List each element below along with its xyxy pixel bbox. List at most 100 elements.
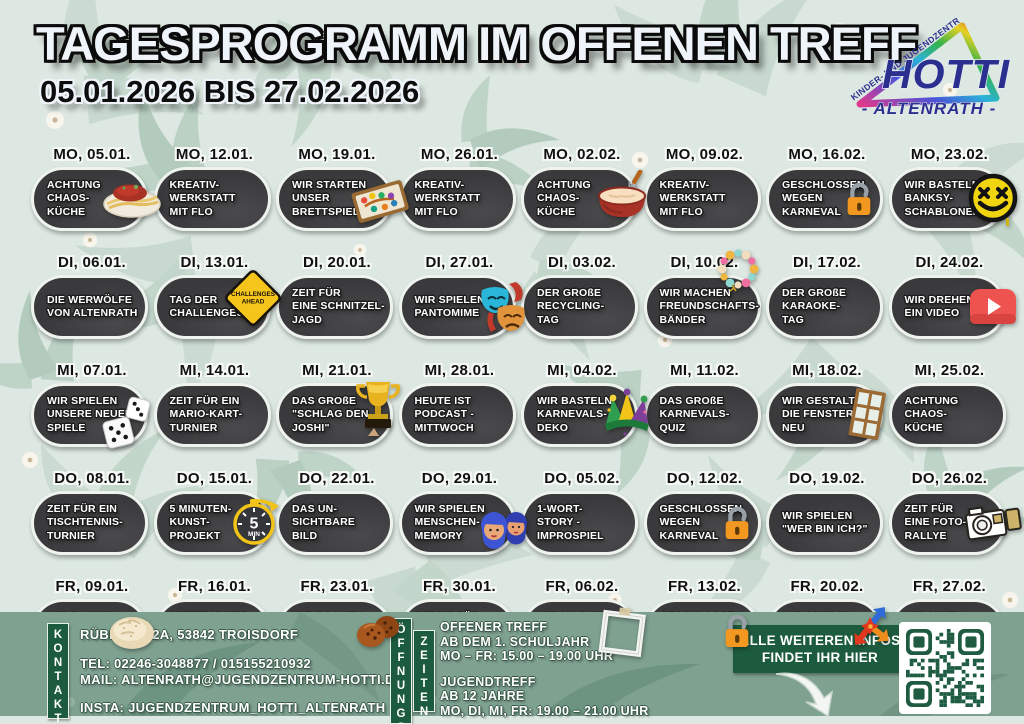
activity-text: DIE WERWÖLFE VON ALTENRATH	[34, 294, 143, 321]
activity-text: WIR SPIELEN PANTOMIME	[402, 294, 491, 321]
svg-text:AHEAD: AHEAD	[241, 298, 264, 305]
oeffnungs-label: ÖFFNUNGS	[390, 618, 412, 724]
activity-line: 1-WORT-	[537, 502, 583, 515]
activity-text: WIR MACHEN FREUNDSCHAFTS- BÄNDER	[647, 287, 766, 328]
activity-line: EIN VIDEO	[904, 307, 960, 319]
cell-date: FR, 16.01.	[177, 578, 252, 595]
program-cell: MO, 12.01. KREATIV- WERKSTATT MIT FLO	[153, 146, 276, 231]
activity-line: MIT FLO	[659, 205, 703, 218]
cell-date: MO, 26.01.	[420, 146, 499, 163]
cell-date: FR, 30.01.	[422, 578, 497, 595]
activity-bubble: WIR DREHEN EIN VIDEO	[888, 275, 1016, 339]
logo-name: HOTTI	[882, 51, 1011, 97]
activity-line: IMPROSPIEL	[537, 529, 604, 542]
activity-line: RECYCLING-	[537, 300, 605, 313]
cell-date: DI, 20.01.	[302, 254, 372, 271]
program-cell: DO, 12.02. GESCHLOSSEN WEGEN KARNEVAL	[643, 470, 766, 555]
activity-line: WIR SPIELEN	[47, 394, 118, 407]
cell-date: FR, 09.01.	[55, 578, 129, 595]
kontakt-label: KONTAKT	[47, 623, 69, 724]
activity-line: RALLYE	[904, 529, 947, 542]
activity-line: WERKSTATT	[659, 192, 726, 205]
program-cell: MO, 05.01. ACHTUNG CHAOS- KÜCHE	[31, 146, 161, 231]
hotti-logo: KINDER- UND JUGENDZENTRUM HOTTI - ALTENR…	[844, 10, 1011, 119]
activity-line: PODCAST -	[414, 408, 475, 421]
cell-date: DO, 15.01.	[176, 470, 253, 487]
activity-bubble: WIR GESTALTEN DIE FENSTER NEU	[766, 383, 886, 447]
cell-date: DI, 17.02.	[792, 254, 862, 271]
activity-line: TURNIER	[169, 421, 218, 434]
activity-line: GESCHLOSSEN	[782, 178, 865, 191]
youth-meet-hours: JUGENDTREFF AB 12 JAHRE MO, DI, MI, FR: …	[440, 675, 649, 719]
activity-text: ZEIT FÜR EIN TISCHTENNIS- TURNIER	[34, 503, 129, 544]
cell-date: MI, 18.02.	[792, 362, 862, 379]
activity-text: KREATIV- WERKSTATT MIT FLO	[157, 179, 242, 220]
activity-line: ACHTUNG	[537, 178, 591, 191]
info-badge-line: FINDET IHR HIER	[761, 650, 879, 665]
activity-line: STORY -	[537, 516, 581, 529]
activity-text: ZEIT FÜR EINE FOTO- RALLYE	[892, 503, 973, 544]
cell-date: MI, 21.01.	[302, 362, 372, 379]
activity-text: ACHTUNG CHAOS- KÜCHE	[524, 179, 597, 220]
cell-date: MO, 12.01.	[175, 146, 254, 163]
activity-text: KREATIV- WERKSTATT MIT FLO	[647, 179, 732, 220]
activity-line: ACHTUNG	[47, 178, 101, 191]
activity-bubble: WIR BASTELN KARNEVALS- DEKO	[521, 383, 649, 447]
activity-line: WIR BASTELN	[537, 394, 613, 407]
program-cell: DO, 29.01. WIR SPIELEN MENSCHEN- MEMORY	[398, 470, 527, 555]
activity-line: KREATIV-	[659, 178, 710, 191]
cell-date: DO, 12.02.	[666, 470, 743, 487]
activity-line: ZEIT FÜR EIN	[47, 502, 118, 515]
date-range: 05.01.2026 BIS 27.02.2026	[40, 74, 420, 109]
spaghetti-icon	[101, 176, 163, 222]
activity-text: 1-WORT- STORY - IMPROSPIEL	[524, 503, 610, 544]
program-cell: MO, 09.02. KREATIV- WERKSTATT MIT FLO	[643, 146, 766, 231]
activity-text: WIR DREHEN EIN VIDEO	[892, 294, 981, 321]
program-cell: DI, 27.01. WIR SPIELEN PANTOMIME	[398, 254, 525, 339]
program-cell: MI, 18.02. WIR GESTALTEN DIE FENSTER NEU	[766, 362, 888, 447]
logo-subtitle: - ALTENRATH -	[862, 99, 997, 118]
activity-line: WEGEN	[782, 192, 823, 205]
activity-line: JAGD	[292, 313, 322, 326]
activity-text: WIR BASTELN BANKSY- SCHABLONEN	[892, 179, 987, 220]
activity-bubble: HEUTE IST PODCAST - MITTWOCH	[398, 383, 516, 447]
cell-date: MI, 07.01.	[57, 362, 127, 379]
activity-bubble: KREATIV- WERKSTATT MIT FLO	[153, 167, 271, 231]
lock-icon	[720, 612, 754, 650]
activity-line: KARNEVALS-	[537, 408, 608, 421]
activity-line: ZEIT FÜR EIN	[169, 394, 240, 407]
activity-line: ZEIT FÜR	[292, 286, 341, 299]
program-cell: MO, 16.02. GESCHLOSSEN WEGEN KARNEVAL	[766, 146, 888, 231]
activity-line: WIR STARTEN	[292, 178, 367, 191]
activity-line: CHAOS-	[47, 192, 90, 205]
program-cell: DO, 19.02. WIR SPIELEN "WER BIN ICH?"	[766, 470, 888, 555]
activity-line: EINE SCHNITZEL-	[292, 300, 385, 313]
activity-line: WIR BASTELN	[904, 178, 980, 191]
program-cell: MO, 19.01. WIR STARTEN UNSER BRETTSPIEL	[276, 146, 409, 231]
program-cell: DI, 03.02. DER GROßE RECYCLING- TAG	[521, 254, 643, 339]
activity-line: MEMORY	[414, 529, 463, 542]
bowl-icon	[595, 169, 649, 222]
play-icon	[967, 284, 1019, 330]
svg-text:MIN: MIN	[248, 531, 260, 538]
cell-date: MO, 16.02.	[788, 146, 866, 163]
activity-bubble: WIR MACHEN FREUNDSCHAFTS- BÄNDER	[643, 249, 761, 339]
cell-date: DI, 13.01.	[180, 254, 249, 271]
activity-line: DER GROßE	[782, 286, 847, 299]
cell-date: DI, 27.01.	[425, 254, 494, 271]
activity-text: ACHTUNG CHAOS- KÜCHE	[34, 179, 107, 220]
activity-line: "WER BIN ICH?"	[782, 523, 868, 535]
board-game-icon	[350, 175, 410, 223]
cell-date: MO, 19.01.	[298, 146, 376, 163]
program-cell: MO, 02.02. ACHTUNG CHAOS- KÜCHE	[521, 146, 646, 231]
program-cell: DI, 24.02. WIR DREHEN EIN VIDEO	[888, 254, 1016, 339]
page-title: TAGESPROGRAMM IM OFFENEN TREFF	[36, 17, 917, 70]
activity-bubble: ACHTUNG CHAOS- KÜCHE	[888, 383, 1006, 447]
activity-bubble: ZEIT FÜR EINE SCHNITZEL- JAGD	[276, 275, 393, 339]
activity-bubble: DAS GROßE "SCHLAG DEN JOSHI"	[276, 381, 400, 447]
program-cell: DO, 22.01. DAS UN- SICHTBARE BILD	[276, 470, 398, 555]
program-cell: MI, 04.02. WIR BASTELN KARNEVALS- DEKO	[521, 362, 649, 447]
